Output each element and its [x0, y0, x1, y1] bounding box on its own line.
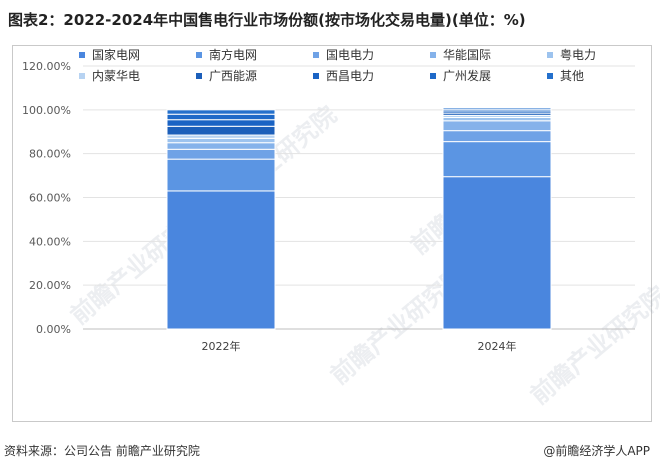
bar-segment — [442, 107, 552, 110]
legend-label: 粤电力 — [560, 48, 597, 62]
bar-segment — [166, 158, 276, 192]
legend-swatch — [430, 72, 436, 79]
legend-item: 南方电网 — [196, 46, 257, 63]
y-tick-label: 0.00% — [36, 323, 71, 336]
y-tick-label: 20.00% — [29, 279, 71, 292]
legend-item: 西昌电力 — [313, 67, 374, 84]
bar-segment — [166, 125, 276, 136]
x-tick-label: 2022年 — [202, 339, 241, 353]
legend-swatch — [79, 72, 85, 79]
bar-segment — [442, 130, 552, 143]
bar-segment — [442, 176, 552, 330]
legend-label: 内蒙华电 — [92, 69, 141, 83]
legend-label: 其他 — [560, 69, 585, 83]
legend-item: 国家电网 — [79, 46, 140, 63]
bar-segment — [166, 137, 276, 144]
legend-label: 广州发展 — [443, 69, 492, 83]
legend-label: 西昌电力 — [326, 69, 375, 83]
stacked-bar-chart: 0.00% 20.00% 40.00% 60.00% 80.00% 100.00% 120.… — [22, 60, 635, 353]
legend-swatch — [79, 51, 85, 58]
legend-item: 国电电力 — [313, 46, 374, 63]
x-tick-label: 2024年 — [478, 339, 517, 353]
source-note: 资料来源：公司公告 前瞻产业研究院 — [4, 444, 200, 458]
y-tick-label: 100.00% — [22, 104, 71, 117]
legend-swatch — [547, 51, 553, 58]
legend-label: 国家电网 — [92, 48, 141, 62]
legend-swatch — [196, 72, 202, 79]
legend-item: 华能国际 — [430, 46, 491, 63]
legend-item: 粤电力 — [547, 46, 596, 63]
gridlines — [83, 65, 635, 330]
chart-panel: 前瞻产业研究院 前瞻产业研究院 前瞻产业研究院 前瞻产业研究院 前瞻产业研究院 … — [12, 45, 660, 422]
bar-segment — [166, 113, 276, 121]
brand-text: @前瞻经济学人APP — [543, 444, 650, 458]
y-axis: 0.00% 20.00% 40.00% 60.00% 80.00% 100.00% 120.… — [22, 60, 71, 336]
legend-item: 内蒙华电 — [79, 67, 140, 84]
y-tick-label: 80.00% — [29, 148, 71, 161]
bar-segment — [166, 142, 276, 150]
legend-label: 南方电网 — [209, 48, 258, 62]
bar-segment — [166, 148, 276, 160]
bar-segment — [166, 190, 276, 330]
legend-item: 广西能源 — [196, 67, 257, 84]
y-tick-label: 60.00% — [29, 192, 71, 205]
brand-label: @前瞻经济学人APP — [541, 442, 650, 459]
bars — [166, 107, 552, 330]
legend-swatch — [547, 72, 553, 79]
legend-item: 其他 — [547, 67, 584, 84]
bar-segment — [166, 119, 276, 127]
chart-title: 图表2：2022-2024年中国售电行业市场份额(按市场化交易电量)(单位：%) — [8, 11, 526, 29]
bar-segment — [442, 120, 552, 132]
x-axis: 2022年 2024年 — [202, 339, 517, 353]
legend-label: 广西能源 — [209, 69, 258, 83]
bar-segment — [166, 109, 276, 115]
legend-swatch — [313, 51, 319, 58]
y-tick-label: 120.00% — [22, 60, 71, 73]
y-tick-label: 40.00% — [29, 235, 71, 248]
legend-swatch — [196, 51, 202, 58]
legend-label: 华能国际 — [443, 48, 492, 62]
legend-label: 国电电力 — [326, 48, 375, 62]
legend-swatch — [430, 51, 436, 58]
bar-segment — [442, 141, 552, 178]
legend-item: 广州发展 — [430, 67, 491, 84]
legend-swatch — [313, 72, 319, 79]
